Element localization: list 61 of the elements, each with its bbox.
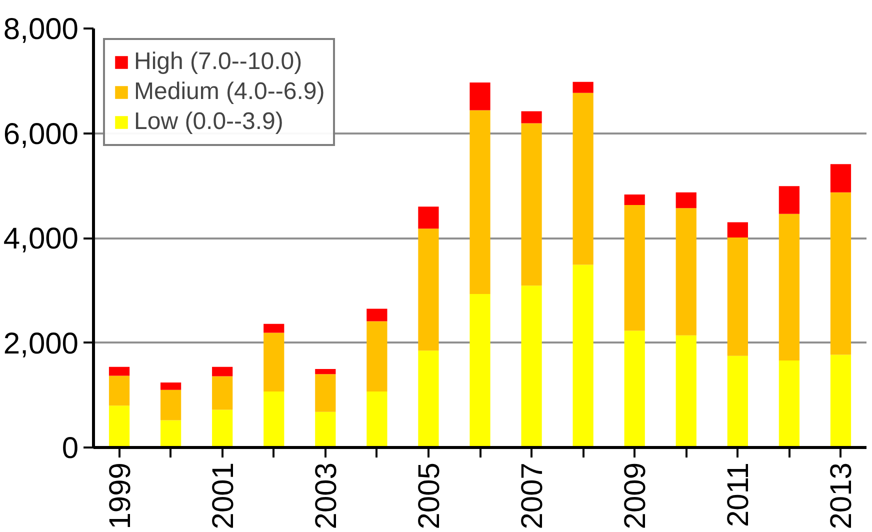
bar bbox=[315, 368, 336, 374]
x-tick-label: 1999 bbox=[104, 462, 137, 530]
bar bbox=[676, 192, 696, 208]
y-tick-label: 4,000 bbox=[3, 222, 79, 256]
bar bbox=[366, 391, 388, 448]
bar bbox=[676, 208, 696, 336]
y-tick-label: 8,000 bbox=[3, 13, 79, 46]
bar bbox=[264, 391, 284, 448]
bar bbox=[212, 366, 233, 376]
bar bbox=[108, 376, 130, 406]
bar bbox=[676, 335, 696, 448]
bar bbox=[572, 82, 594, 93]
x-tick-label: 2011 bbox=[722, 462, 756, 528]
bar bbox=[315, 412, 336, 448]
bar bbox=[160, 420, 182, 448]
x-tick-label: 2013 bbox=[825, 462, 858, 530]
bar bbox=[624, 205, 645, 331]
x-tick-label: 2005 bbox=[412, 462, 446, 530]
x-tick-label: 2003 bbox=[310, 462, 343, 530]
bar bbox=[315, 374, 336, 412]
bar bbox=[572, 264, 594, 448]
bar bbox=[108, 406, 130, 448]
bar bbox=[108, 366, 130, 376]
bar bbox=[778, 360, 800, 448]
bar bbox=[418, 228, 439, 351]
bar bbox=[212, 376, 233, 410]
bar bbox=[727, 356, 748, 448]
bar bbox=[727, 237, 748, 356]
legend-label: High (7.0--10.0) bbox=[134, 48, 302, 76]
bar bbox=[830, 192, 852, 355]
bar bbox=[470, 82, 490, 110]
bar bbox=[160, 390, 182, 420]
x-tick-label: 2009 bbox=[619, 462, 652, 530]
bar bbox=[264, 332, 284, 392]
x-tick-label: 2001 bbox=[206, 462, 240, 530]
bar bbox=[418, 206, 439, 229]
bar bbox=[830, 354, 852, 448]
y-tick-label: 2,000 bbox=[3, 327, 79, 360]
bar bbox=[624, 330, 645, 448]
bar bbox=[727, 222, 748, 238]
bar bbox=[264, 324, 284, 333]
legend-label: Low (0.0--3.9) bbox=[134, 108, 284, 136]
bar bbox=[160, 382, 182, 390]
bar bbox=[521, 286, 542, 448]
bar bbox=[778, 214, 800, 361]
bar bbox=[521, 111, 542, 124]
bar bbox=[470, 110, 490, 294]
y-tick-label: 0 bbox=[62, 432, 79, 465]
bar bbox=[778, 186, 800, 214]
bar bbox=[830, 164, 852, 192]
legend-label: Medium (4.0--6.9) bbox=[134, 78, 325, 106]
bar bbox=[418, 350, 439, 448]
bar bbox=[521, 123, 542, 286]
bar bbox=[212, 410, 233, 448]
bar bbox=[366, 321, 388, 392]
bar bbox=[470, 294, 490, 448]
bar bbox=[572, 92, 594, 265]
x-tick-label: 2007 bbox=[516, 462, 550, 530]
y-tick-label: 6,000 bbox=[3, 118, 79, 151]
bar bbox=[624, 194, 645, 206]
bar bbox=[366, 308, 388, 322]
